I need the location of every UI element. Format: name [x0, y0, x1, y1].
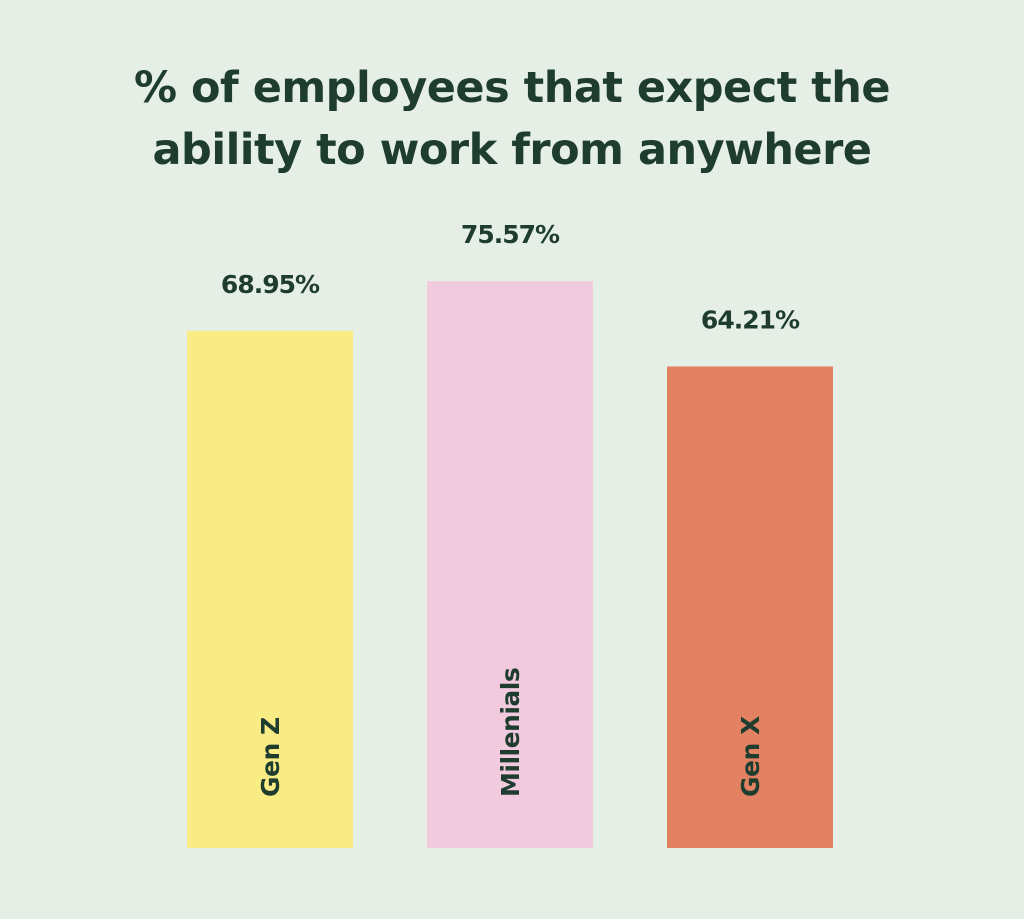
chart-title-line-2: ability to work from anywhere — [153, 125, 872, 175]
bar-gen-z — [187, 330, 353, 848]
bar-millenials — [427, 281, 593, 849]
bar-gen-x — [667, 366, 833, 848]
value-label-gen-z: 68.95% — [221, 270, 320, 299]
category-label-gen-x: Gen X — [736, 716, 765, 797]
chart-title-line-1: % of employees that expect the — [134, 63, 890, 113]
category-label-millenials: Millenials — [496, 668, 525, 797]
category-label-gen-z: Gen Z — [256, 717, 285, 797]
bars-group: 68.95% Gen Z 75.57% Millenials 64.21% Gen X — [187, 220, 833, 849]
value-label-gen-x: 64.21% — [701, 305, 800, 334]
value-label-millenials: 75.57% — [461, 220, 560, 249]
